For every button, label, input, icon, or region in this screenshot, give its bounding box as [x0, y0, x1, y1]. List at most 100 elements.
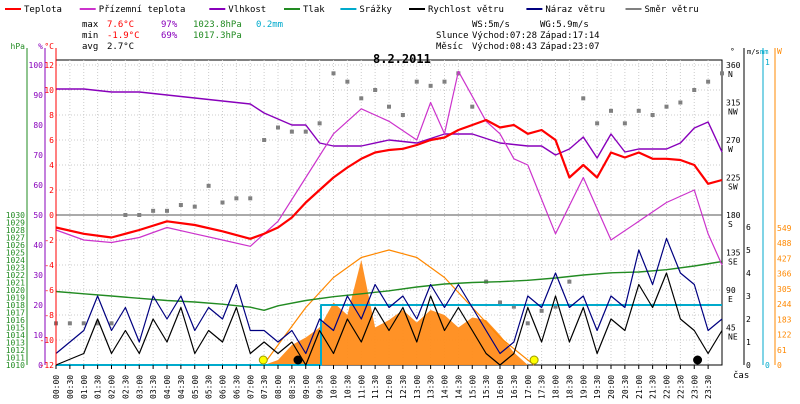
humidity-unit: %	[38, 42, 43, 51]
x-tick-label: 19:30	[593, 375, 602, 399]
hpa-tick-label: 1010	[6, 361, 25, 370]
wind-direction-point	[636, 108, 641, 113]
dir-tick-label: NW	[728, 108, 738, 117]
x-tick-label: 20:30	[621, 375, 630, 399]
x-tick-label: 09:00	[302, 375, 311, 399]
wind-gust-info: WG:5.9m/s	[540, 20, 589, 30]
series-line-tlak	[55, 260, 723, 311]
x-tick-label: 13:00	[413, 375, 422, 399]
humidity-tick-label: 80	[33, 121, 43, 130]
hpa-tick-label: 1029	[6, 219, 25, 228]
sun-marker	[258, 355, 268, 365]
hpa-tick-label: 1011	[6, 354, 25, 363]
humidity-tick-label: 90	[33, 91, 43, 100]
wind-speed-info: WS:5m/s	[472, 20, 510, 30]
series-line-srazky	[56, 304, 722, 366]
ms-unit: m/s	[747, 48, 760, 56]
stats-max-hum: 97%	[161, 20, 178, 30]
hpa-tick-label: 1028	[6, 226, 25, 235]
series-line-rychlost-vetru	[55, 272, 723, 366]
wind-direction-point	[650, 113, 655, 117]
hpa-tick-label: 1023	[6, 264, 25, 273]
wind-direction-point	[553, 304, 558, 309]
legend-label: Teplota	[24, 5, 62, 15]
x-tick-label: 20:00	[607, 375, 616, 399]
dir-tick-label: 270	[726, 136, 741, 145]
temp-tick-label: -2	[44, 236, 54, 245]
hpa-tick-label: 1021	[6, 279, 25, 288]
dir-tick-label: 360	[726, 61, 741, 70]
temp-tick-label: 10	[44, 86, 54, 95]
wind-direction-point	[525, 321, 530, 326]
x-tick-label: 22:00	[663, 375, 672, 399]
moon-marker	[693, 355, 703, 365]
stats-min-temp: -1.9°C	[107, 31, 140, 41]
temp-tick-label: -12	[40, 361, 55, 370]
legend-label: Směr větru	[645, 5, 699, 15]
hpa-tick-label: 1017	[6, 309, 25, 318]
series-line-naraz-vetru	[55, 237, 723, 355]
x-tick-label: 17:30	[538, 375, 547, 399]
x-tick-label: 22:30	[676, 375, 685, 399]
w-unit: W	[777, 47, 782, 56]
ms-tick-label: 3	[746, 292, 751, 301]
sun-label: Slunce	[436, 31, 469, 41]
legend-label: Srážky	[359, 5, 392, 15]
mm-tick-label: 1	[765, 58, 770, 67]
wind-direction-point	[95, 321, 100, 326]
x-tick-label: 05:30	[205, 375, 214, 399]
ms-tick-label: 4	[746, 269, 751, 278]
x-tick-label: 06:30	[232, 375, 241, 399]
temp-tick-label: -4	[44, 261, 54, 270]
series-line-prizemni-teplota	[55, 70, 723, 266]
w-tick-label: 305	[777, 285, 792, 294]
ms-tick-label: 2	[746, 315, 751, 324]
wind-direction-point	[165, 208, 169, 213]
x-tick-label: 16:00	[496, 375, 505, 399]
wind-direction-point	[539, 308, 544, 313]
stats-max-temp: 7.6°C	[107, 20, 134, 30]
moon-marker	[293, 355, 303, 365]
wind-direction-point	[81, 321, 86, 326]
x-axis-label: čas	[733, 370, 749, 381]
x-tick-label: 16:30	[510, 375, 519, 399]
wind-direction-point	[664, 104, 669, 109]
dir-tick-label: S	[728, 220, 733, 229]
wind-direction-point	[400, 113, 405, 117]
dir-tick-label: SE	[728, 258, 738, 267]
temp-tick-label: -8	[44, 311, 54, 320]
wind-direction-point	[345, 79, 350, 84]
dir-tick-label: NE	[728, 333, 738, 342]
hpa-tick-label: 1018	[6, 301, 25, 310]
stats-max-press: 1023.8hPa	[193, 20, 242, 30]
hpa-tick-label: 1014	[6, 331, 25, 340]
x-tick-label: 17:00	[524, 375, 533, 399]
legend-label: Rychlost větru	[428, 5, 504, 15]
hpa-tick-label: 1019	[6, 294, 25, 303]
wind-direction-point	[67, 321, 72, 326]
sun-set: Západ:17:14	[540, 31, 600, 41]
wind-direction-point	[373, 88, 378, 92]
x-tick-label: 11:30	[371, 375, 380, 399]
x-tick-label: 23:00	[690, 375, 699, 399]
w-tick-label: 61	[777, 346, 787, 355]
dir-unit: °	[730, 47, 735, 56]
wind-direction-point	[581, 96, 586, 101]
x-tick-label: 07:30	[260, 375, 269, 399]
x-tick-label: 08:30	[288, 375, 297, 399]
temp-tick-label: 12	[44, 61, 54, 70]
humidity-tick-label: 30	[33, 271, 43, 280]
hpa-tick-label: 1027	[6, 234, 25, 243]
wind-direction-point	[109, 321, 114, 326]
wind-direction-point	[303, 129, 308, 134]
hpa-tick-label: 1013	[6, 339, 25, 348]
hpa-tick-label: 1026	[6, 241, 25, 250]
wind-direction-point	[317, 121, 322, 126]
w-tick-label: 122	[777, 331, 792, 340]
mm-unit: mm	[760, 48, 768, 56]
wind-direction-point	[720, 71, 724, 76]
wind-direction-point	[511, 304, 516, 309]
w-tick-label: 427	[777, 254, 792, 263]
dir-tick-label: 315	[726, 99, 741, 108]
